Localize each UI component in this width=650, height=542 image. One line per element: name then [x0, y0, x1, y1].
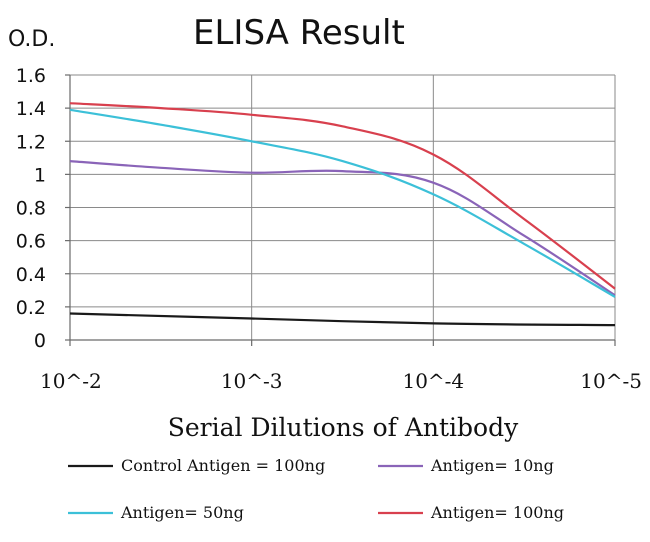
chart-title: ELISA Result [193, 13, 405, 53]
series-line-antigen-100ng [69, 102, 616, 290]
y-tick-label: 1.2 [16, 131, 46, 153]
y-tick-label: 1 [34, 164, 46, 186]
y-tick-label: 1.4 [16, 98, 46, 120]
legend-label: Antigen= 50ng [120, 503, 244, 522]
series-lines [69, 102, 616, 327]
y-tick-label: 0 [34, 330, 46, 352]
x-tick-label: 10^-2 [40, 369, 102, 393]
x-tick-label: 10^-5 [580, 369, 642, 393]
legend: Control Antigen = 100ng Antigen= 10ng Anti… [68, 456, 564, 522]
y-tick-label: 0.6 [16, 231, 46, 253]
grid-lines [70, 74, 616, 340]
y-tick-labels: 0 0.2 0.4 0.6 0.8 1 1.2 1.4 1.6 [16, 65, 46, 352]
axes [65, 74, 616, 346]
legend-label: Antigen= 100ng [430, 503, 564, 522]
x-axis-label: Serial Dilutions of Antibody [168, 413, 519, 442]
x-tick-label: 10^-4 [402, 369, 464, 393]
x-tick-label: 10^-3 [221, 369, 283, 393]
series-line-control-antigen-100ng [69, 312, 616, 327]
y-tick-label: 0.2 [16, 297, 46, 319]
series-line-antigen-50ng [69, 108, 616, 298]
y-axis-label: O.D. [8, 27, 55, 52]
legend-label: Antigen= 10ng [430, 456, 554, 475]
y-tick-label: 0.4 [16, 264, 46, 286]
legend-label: Control Antigen = 100ng [121, 456, 325, 475]
x-tick-labels: 10^-2 10^-3 10^-4 10^-5 [40, 369, 642, 393]
y-tick-label: 1.6 [16, 65, 46, 87]
y-tick-label: 0.8 [16, 198, 46, 220]
series-line-antigen-10ng [69, 160, 616, 297]
